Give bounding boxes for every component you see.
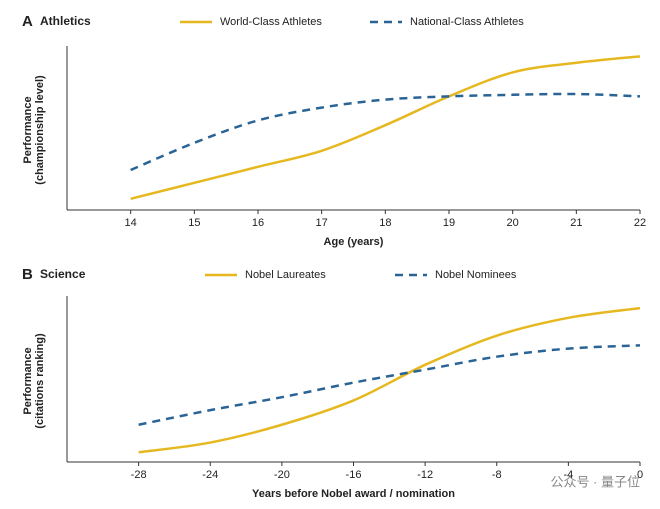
legend-label: Nobel Nominees <box>435 269 517 281</box>
y-axis-label: (citations ranking) <box>34 333 46 429</box>
x-tick-label: 19 <box>443 217 455 229</box>
x-tick-label: -8 <box>492 469 502 481</box>
x-tick-label: -20 <box>274 469 290 481</box>
panel-title: Science <box>40 267 86 281</box>
watermark: 公众号 · 量子位 <box>550 474 640 489</box>
series-line <box>138 344 641 426</box>
legend-label: World-Class Athletes <box>220 16 322 28</box>
x-tick-label: -28 <box>131 469 147 481</box>
x-tick-label: -12 <box>417 469 433 481</box>
x-tick-label: 22 <box>634 217 646 229</box>
x-tick-label: 17 <box>316 217 328 229</box>
y-axis-label: (championship level) <box>34 75 46 185</box>
x-tick-label: 20 <box>507 217 519 229</box>
panel-label: B <box>22 266 33 283</box>
x-tick-label: 15 <box>188 217 200 229</box>
x-tick-label: 21 <box>570 217 582 229</box>
x-axis-label: Age (years) <box>324 236 384 248</box>
panel-title: Athletics <box>40 14 91 28</box>
x-tick-label: -24 <box>202 469 218 481</box>
y-axis-label: Performance <box>22 347 34 414</box>
x-tick-label: 14 <box>125 217 137 229</box>
legend-label: National-Class Athletes <box>410 16 524 28</box>
legend-label: Nobel Laureates <box>245 269 326 281</box>
x-tick-label: -16 <box>346 469 362 481</box>
x-tick-label: 18 <box>379 217 391 229</box>
y-axis-label: Performance <box>22 96 34 163</box>
series-line <box>130 55 641 201</box>
x-tick-label: 0 <box>637 469 643 481</box>
x-axis-label: Years before Nobel award / nomination <box>252 488 455 500</box>
series-line <box>130 92 641 172</box>
series-line <box>138 306 641 454</box>
panel-label: A <box>22 13 33 30</box>
x-tick-label: 16 <box>252 217 264 229</box>
x-tick-label: -4 <box>563 469 573 481</box>
